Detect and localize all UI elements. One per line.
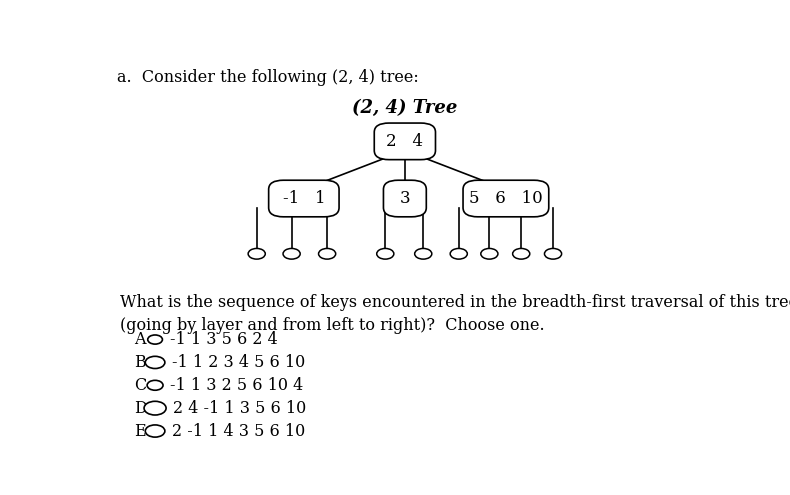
Text: 2 4 -1 1 3 5 6 10: 2 4 -1 1 3 5 6 10 [174, 399, 307, 417]
Text: -1 1 3 5 6 2 4: -1 1 3 5 6 2 4 [170, 331, 277, 348]
Text: a.  Consider the following (2, 4) tree:: a. Consider the following (2, 4) tree: [117, 69, 419, 86]
Circle shape [248, 248, 265, 259]
Text: A: A [134, 331, 146, 348]
Circle shape [450, 248, 468, 259]
Circle shape [283, 248, 300, 259]
Text: D: D [134, 399, 147, 417]
Circle shape [145, 425, 165, 437]
Text: 2 -1 1 4 3 5 6 10: 2 -1 1 4 3 5 6 10 [172, 423, 306, 440]
Circle shape [544, 248, 562, 259]
Circle shape [377, 248, 394, 259]
Circle shape [481, 248, 498, 259]
Text: C: C [134, 377, 146, 394]
Text: -1   1: -1 1 [283, 190, 325, 207]
Circle shape [318, 248, 336, 259]
Circle shape [513, 248, 530, 259]
Text: What is the sequence of keys encountered in the breadth-first traversal of this : What is the sequence of keys encountered… [120, 294, 790, 311]
Text: 5   6   10: 5 6 10 [469, 190, 543, 207]
Text: 2   4: 2 4 [386, 133, 423, 150]
Text: -1 1 2 3 4 5 6 10: -1 1 2 3 4 5 6 10 [172, 354, 306, 371]
Text: -1 1 3 2 5 6 10 4: -1 1 3 2 5 6 10 4 [171, 377, 303, 394]
Circle shape [144, 401, 166, 415]
Circle shape [148, 335, 163, 344]
FancyBboxPatch shape [269, 180, 339, 217]
Circle shape [147, 380, 163, 390]
Text: B: B [134, 354, 146, 371]
FancyBboxPatch shape [383, 180, 427, 217]
Circle shape [415, 248, 432, 259]
Text: 3: 3 [400, 190, 410, 207]
FancyBboxPatch shape [463, 180, 549, 217]
Text: E: E [134, 423, 146, 440]
Text: (going by layer and from left to right)?  Choose one.: (going by layer and from left to right)?… [120, 317, 545, 335]
FancyBboxPatch shape [374, 123, 435, 160]
Text: (2, 4) Tree: (2, 4) Tree [352, 99, 457, 117]
Circle shape [145, 356, 165, 368]
